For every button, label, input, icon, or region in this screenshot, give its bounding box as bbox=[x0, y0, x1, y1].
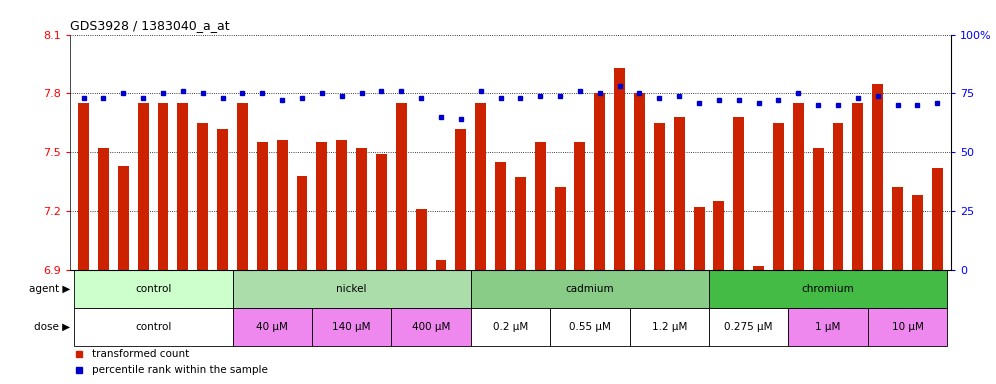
Bar bbox=[455, 129, 466, 270]
Bar bbox=[868, 308, 947, 346]
Text: nickel: nickel bbox=[337, 284, 367, 294]
Bar bbox=[471, 308, 550, 346]
Bar bbox=[74, 270, 232, 308]
Text: chromium: chromium bbox=[802, 284, 855, 294]
Bar bbox=[357, 148, 367, 270]
Bar bbox=[495, 162, 506, 270]
Text: 40 μM: 40 μM bbox=[256, 322, 288, 332]
Bar bbox=[277, 140, 288, 270]
Bar bbox=[317, 142, 328, 270]
Text: dose ▶: dose ▶ bbox=[34, 322, 70, 332]
Bar bbox=[753, 266, 764, 270]
Bar bbox=[813, 148, 824, 270]
Text: 0.275 μM: 0.275 μM bbox=[724, 322, 773, 332]
Bar bbox=[789, 308, 868, 346]
Bar bbox=[629, 308, 709, 346]
Bar bbox=[337, 140, 348, 270]
Bar bbox=[415, 209, 426, 270]
Bar bbox=[773, 122, 784, 270]
Text: 10 μM: 10 μM bbox=[891, 322, 923, 332]
Bar bbox=[137, 103, 148, 270]
Bar bbox=[118, 166, 128, 270]
Bar bbox=[733, 117, 744, 270]
Bar bbox=[312, 308, 391, 346]
Bar bbox=[177, 103, 188, 270]
Text: 140 μM: 140 μM bbox=[333, 322, 371, 332]
Bar bbox=[673, 117, 684, 270]
Bar bbox=[833, 122, 844, 270]
Bar bbox=[257, 142, 268, 270]
Bar bbox=[709, 270, 947, 308]
Text: control: control bbox=[134, 284, 171, 294]
Bar bbox=[654, 122, 664, 270]
Bar bbox=[615, 68, 625, 270]
Bar bbox=[197, 122, 208, 270]
Bar bbox=[98, 148, 109, 270]
Text: cadmium: cadmium bbox=[566, 284, 615, 294]
Text: GDS3928 / 1383040_a_at: GDS3928 / 1383040_a_at bbox=[70, 19, 229, 32]
Bar bbox=[375, 154, 386, 270]
Text: 400 μM: 400 μM bbox=[412, 322, 450, 332]
Text: percentile rank within the sample: percentile rank within the sample bbox=[92, 365, 268, 375]
Bar bbox=[550, 308, 629, 346]
Text: 0.55 μM: 0.55 μM bbox=[569, 322, 611, 332]
Text: 1.2 μM: 1.2 μM bbox=[651, 322, 687, 332]
Bar bbox=[232, 270, 471, 308]
Bar bbox=[634, 93, 645, 270]
Text: transformed count: transformed count bbox=[92, 349, 189, 359]
Bar bbox=[853, 103, 864, 270]
Bar bbox=[157, 103, 168, 270]
Bar bbox=[709, 308, 789, 346]
Bar bbox=[471, 270, 709, 308]
Bar bbox=[78, 103, 89, 270]
Bar bbox=[74, 308, 232, 346]
Text: 1 μM: 1 μM bbox=[816, 322, 841, 332]
Bar bbox=[232, 308, 312, 346]
Text: control: control bbox=[134, 322, 171, 332]
Bar bbox=[892, 187, 903, 270]
Bar bbox=[713, 201, 724, 270]
Bar bbox=[297, 175, 308, 270]
Bar bbox=[395, 103, 406, 270]
Text: 0.2 μM: 0.2 μM bbox=[493, 322, 528, 332]
Bar bbox=[555, 187, 566, 270]
Bar bbox=[475, 103, 486, 270]
Bar bbox=[515, 177, 526, 270]
Bar bbox=[912, 195, 923, 270]
Bar bbox=[932, 168, 943, 270]
Bar bbox=[391, 308, 471, 346]
Bar bbox=[693, 207, 704, 270]
Bar bbox=[595, 93, 606, 270]
Bar bbox=[575, 142, 586, 270]
Text: agent ▶: agent ▶ bbox=[29, 284, 70, 294]
Bar bbox=[535, 142, 546, 270]
Bar bbox=[793, 103, 804, 270]
Bar bbox=[872, 83, 883, 270]
Bar bbox=[435, 260, 446, 270]
Bar bbox=[217, 129, 228, 270]
Bar bbox=[237, 103, 248, 270]
